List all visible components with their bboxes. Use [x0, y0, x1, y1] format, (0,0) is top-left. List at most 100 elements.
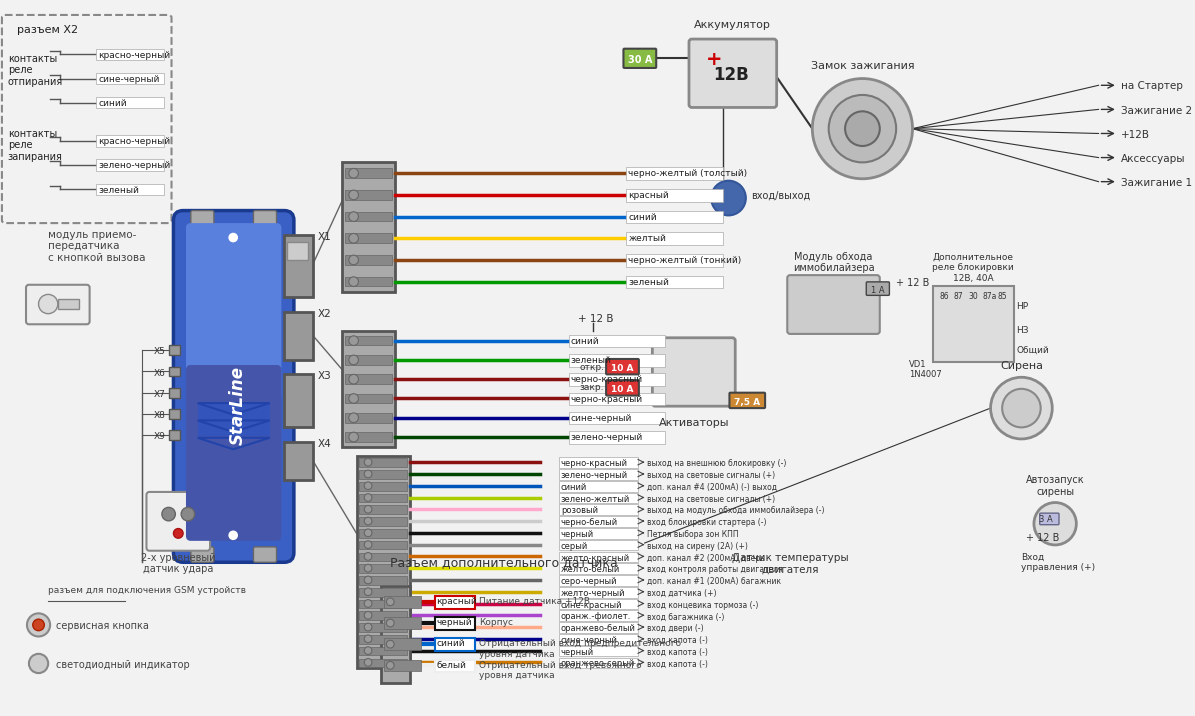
Bar [569, 431, 664, 444]
Circle shape [349, 413, 358, 422]
Bar [284, 311, 313, 360]
Text: зелено-желтый: зелено-желтый [560, 495, 630, 503]
Bar [559, 469, 638, 480]
Circle shape [364, 482, 372, 490]
Text: закр.: закр. [580, 383, 605, 392]
Text: разъем для подключения GSM устройств: разъем для подключения GSM устройств [48, 586, 246, 596]
Text: Модуль обхода
иммобилайзера: Модуль обхода иммобилайзера [792, 251, 875, 274]
Text: оранж.-фиолет.: оранж.-фиолет. [560, 612, 631, 621]
Circle shape [349, 168, 358, 178]
Bar [626, 189, 723, 202]
Text: + 12 В: + 12 В [896, 278, 930, 288]
Bar [345, 336, 392, 346]
Text: черный: черный [436, 618, 472, 627]
Text: вход багажника (-): вход багажника (-) [646, 612, 724, 621]
Bar [559, 516, 638, 527]
Circle shape [711, 180, 746, 216]
Text: черный: черный [560, 530, 594, 539]
Text: вход контроля работы двигателя: вход контроля работы двигателя [646, 565, 783, 574]
Bar [284, 235, 313, 297]
Bar [626, 233, 723, 245]
Circle shape [364, 458, 372, 466]
Bar [360, 517, 406, 526]
Circle shape [364, 470, 372, 478]
Text: вход капота (-): вход капота (-) [646, 659, 707, 669]
Circle shape [813, 79, 913, 179]
Text: +12В: +12В [1121, 130, 1150, 140]
Text: красный: красный [436, 597, 477, 606]
Bar [435, 617, 476, 630]
Text: Аксессуары: Аксессуары [1121, 154, 1185, 164]
Text: вход блокировки стартера (-): вход блокировки стартера (-) [646, 518, 766, 527]
Circle shape [349, 277, 358, 286]
Bar [356, 456, 410, 668]
FancyBboxPatch shape [186, 365, 281, 541]
Circle shape [349, 374, 358, 384]
Text: контакты
реле
запирания: контакты реле запирания [7, 129, 62, 162]
Text: зеленый: зеленый [570, 356, 612, 365]
Bar [569, 392, 664, 405]
Text: сервисная кнопка: сервисная кнопка [56, 621, 148, 631]
Bar [168, 346, 180, 355]
Circle shape [364, 576, 372, 584]
Bar [559, 528, 638, 538]
Text: желтый: желтый [629, 234, 666, 243]
Bar [345, 233, 392, 243]
Text: X2: X2 [318, 309, 332, 319]
Bar [360, 458, 406, 467]
Text: сине-красный: сине-красный [560, 601, 623, 609]
Text: Дополнительное
реле блокировки
12В, 40А: Дополнительное реле блокировки 12В, 40А [932, 253, 1015, 283]
Text: черный: черный [560, 648, 594, 657]
Circle shape [349, 190, 358, 200]
Circle shape [364, 493, 372, 501]
Text: X4: X4 [318, 439, 332, 449]
Bar [384, 617, 421, 629]
Text: сине-черный: сине-черный [570, 414, 632, 423]
FancyBboxPatch shape [866, 282, 889, 296]
Text: красно-черный: красно-черный [98, 51, 171, 59]
Text: синий: синий [98, 99, 127, 108]
Text: X8: X8 [154, 411, 166, 420]
Bar [360, 564, 406, 573]
Bar [168, 367, 180, 377]
Bar [97, 160, 164, 171]
Bar [342, 331, 396, 447]
Circle shape [349, 394, 358, 403]
Text: выход на внешнюю блокировку (-): выход на внешнюю блокировку (-) [646, 459, 786, 468]
Bar [345, 255, 392, 265]
Bar [360, 482, 406, 490]
Bar [360, 599, 406, 609]
Bar [345, 277, 392, 286]
Bar [345, 432, 392, 442]
FancyBboxPatch shape [624, 49, 656, 68]
Text: доп. канал #1 (200мА) багажник: доп. канал #1 (200мА) багажник [646, 577, 780, 586]
Text: зелено-черный: зелено-черный [570, 433, 643, 442]
Bar [381, 586, 410, 683]
Circle shape [32, 619, 44, 631]
Text: белый: белый [436, 661, 466, 669]
Circle shape [173, 528, 183, 538]
Circle shape [364, 541, 372, 548]
Text: красный: красный [629, 191, 669, 200]
Text: НЗ: НЗ [1017, 326, 1029, 335]
Circle shape [386, 619, 394, 626]
Circle shape [349, 233, 358, 243]
Bar [559, 622, 638, 633]
Circle shape [364, 659, 372, 667]
Text: зелено-черный: зелено-черный [98, 161, 171, 170]
FancyBboxPatch shape [26, 285, 90, 324]
Text: черно-белый: черно-белый [560, 518, 618, 527]
Circle shape [349, 212, 358, 221]
Text: X6: X6 [154, 369, 166, 377]
Text: черно-желтый (толстый): черно-желтый (толстый) [629, 170, 747, 178]
Bar [435, 659, 476, 672]
Text: серый: серый [560, 542, 588, 551]
Text: черно-красный: черно-красный [570, 395, 643, 404]
Circle shape [991, 377, 1053, 439]
Circle shape [349, 255, 358, 265]
Bar [435, 639, 476, 651]
Circle shape [1034, 503, 1077, 545]
Bar [168, 409, 180, 419]
Circle shape [386, 640, 394, 648]
Text: +: + [706, 49, 723, 69]
